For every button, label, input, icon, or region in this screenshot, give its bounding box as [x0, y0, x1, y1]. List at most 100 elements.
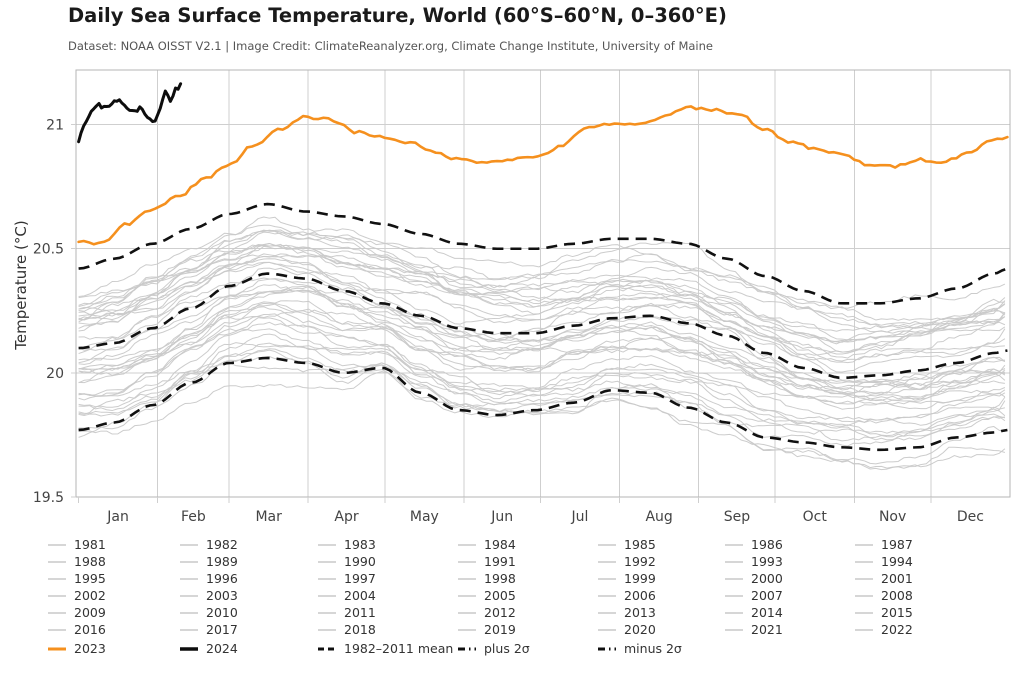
legend-label-2003[interactable]: 2003 — [206, 588, 238, 603]
legend-label-minus-2-[interactable]: minus 2σ — [624, 641, 682, 656]
historical-year-line — [78, 313, 1006, 441]
historical-year-line — [78, 302, 1006, 410]
page-subtitle: Dataset: NOAA OISST V2.1 | Image Credit:… — [68, 39, 713, 53]
historical-year-line — [78, 253, 1005, 328]
historical-year-line — [78, 224, 1006, 309]
series-1982-2011-mean — [78, 272, 1008, 380]
x-tick-label-feb: Feb — [181, 509, 206, 525]
y-tick-label: 19.5 — [33, 490, 64, 506]
x-tick-label-jul: Jul — [571, 509, 589, 525]
historical-year-line — [78, 356, 1005, 465]
legend-label-1982[interactable]: 1982 — [206, 537, 238, 552]
x-tick-label-aug: Aug — [645, 509, 672, 525]
legend-label-1994[interactable]: 1994 — [881, 554, 913, 569]
legend-label-1996[interactable]: 1996 — [206, 571, 238, 586]
legend-label-2013[interactable]: 2013 — [624, 605, 656, 620]
legend-label-2011[interactable]: 2011 — [344, 605, 376, 620]
gridlines — [76, 70, 1010, 498]
historical-year-line — [78, 278, 1005, 386]
historical-series-group — [78, 216, 1006, 471]
x-tick-label-jan: Jan — [106, 509, 129, 525]
legend-label-2010[interactable]: 2010 — [206, 605, 238, 620]
legend-label-2000[interactable]: 2000 — [751, 571, 783, 586]
legend-label-2017[interactable]: 2017 — [206, 622, 238, 637]
series-plus-2- — [78, 202, 1008, 305]
legend-label-2007[interactable]: 2007 — [751, 588, 783, 603]
x-tick-label-sep: Sep — [724, 509, 751, 525]
legend-label-2006[interactable]: 2006 — [624, 588, 656, 603]
legend-label-2001[interactable]: 2001 — [881, 571, 913, 586]
historical-year-line — [78, 245, 1006, 342]
legend-label-2009[interactable]: 2009 — [74, 605, 106, 620]
historical-year-line — [78, 285, 1006, 389]
historical-year-line — [78, 229, 1006, 364]
legend-label-2014[interactable]: 2014 — [751, 605, 783, 620]
legend-label-1989[interactable]: 1989 — [206, 554, 238, 569]
legend-label-2020[interactable]: 2020 — [624, 622, 656, 637]
legend-label-2021[interactable]: 2021 — [751, 622, 783, 637]
legend-label-2022[interactable]: 2022 — [881, 622, 913, 637]
plot-frame — [75, 69, 1011, 498]
y-tick-label: 20 — [46, 366, 64, 382]
legend-label-1993[interactable]: 1993 — [751, 554, 783, 569]
legend-label-2012[interactable]: 2012 — [484, 605, 516, 620]
x-tick-label-dec: Dec — [957, 509, 984, 525]
legend-label-1982-2011-mean[interactable]: 1982–2011 mean — [344, 641, 453, 656]
legend-label-1991[interactable]: 1991 — [484, 554, 516, 569]
legend-label-1997[interactable]: 1997 — [344, 571, 376, 586]
historical-year-line — [78, 317, 1006, 426]
legend-label-1988[interactable]: 1988 — [74, 554, 106, 569]
y-tick-label: 20.5 — [33, 242, 64, 258]
y-axis-ticks: 19.5 20 20.5 21 — [33, 118, 76, 506]
legend-label-1981[interactable]: 1981 — [74, 537, 106, 552]
legend-label-1987[interactable]: 1987 — [881, 537, 913, 552]
historical-year-line — [78, 333, 1006, 424]
legend: 1981 1982 1983 1984 1985 1986 1987 1988 1989 1990… — [48, 537, 913, 656]
legend-label-2024[interactable]: 2024 — [206, 641, 238, 656]
legend-label-plus-2-[interactable]: plus 2σ — [484, 641, 530, 656]
historical-year-line — [78, 231, 1006, 343]
historical-year-line — [78, 342, 1006, 437]
x-tick-label-oct: Oct — [803, 509, 828, 525]
historical-year-line — [78, 261, 1005, 359]
legend-label-2002[interactable]: 2002 — [74, 588, 106, 603]
x-tick-label-may: May — [410, 509, 439, 525]
x-axis-ticks: Jan Feb Mar Apr May Jun Jul Aug Sep Oct Nov Dec — [78, 497, 984, 525]
legend-label-1998[interactable]: 1998 — [484, 571, 516, 586]
historical-year-line — [78, 328, 1006, 405]
series-minus-2- — [78, 356, 1008, 452]
historical-year-line — [78, 349, 1006, 442]
legend-label-1995[interactable]: 1995 — [74, 571, 106, 586]
historical-year-line — [78, 267, 1006, 362]
statistics-series-group — [78, 202, 1008, 452]
legend-label-2019[interactable]: 2019 — [484, 622, 516, 637]
legend-label-1985[interactable]: 1985 — [624, 537, 656, 552]
legend-label-1990[interactable]: 1990 — [344, 554, 376, 569]
legend-label-1992[interactable]: 1992 — [624, 554, 656, 569]
series-2024 — [77, 82, 183, 144]
historical-year-line — [78, 255, 1006, 345]
focus-series-group — [77, 82, 1009, 246]
legend-label-2008[interactable]: 2008 — [881, 588, 913, 603]
legend-label-2018[interactable]: 2018 — [344, 622, 376, 637]
legend-label-2016[interactable]: 2016 — [74, 622, 106, 637]
legend-label-1983[interactable]: 1983 — [344, 537, 376, 552]
legend-label-2023[interactable]: 2023 — [74, 641, 106, 656]
x-tick-label-jun: Jun — [490, 509, 513, 525]
x-tick-label-mar: Mar — [255, 509, 282, 525]
legend-label-2004[interactable]: 2004 — [344, 588, 376, 603]
legend-label-1986[interactable]: 1986 — [751, 537, 783, 552]
series-2023 — [77, 105, 1009, 246]
legend-label-1999[interactable]: 1999 — [624, 571, 656, 586]
historical-year-line — [78, 362, 1006, 447]
legend-label-2005[interactable]: 2005 — [484, 588, 516, 603]
x-tick-label-nov: Nov — [879, 509, 906, 525]
historical-year-line — [78, 289, 1006, 402]
legend-label-2015[interactable]: 2015 — [881, 605, 913, 620]
x-tick-label-apr: Apr — [334, 509, 358, 525]
y-axis-label: Temperature (°C) — [12, 220, 30, 350]
historical-year-line — [78, 229, 1006, 334]
legend-label-1984[interactable]: 1984 — [484, 537, 516, 552]
historical-year-line — [78, 284, 1006, 395]
